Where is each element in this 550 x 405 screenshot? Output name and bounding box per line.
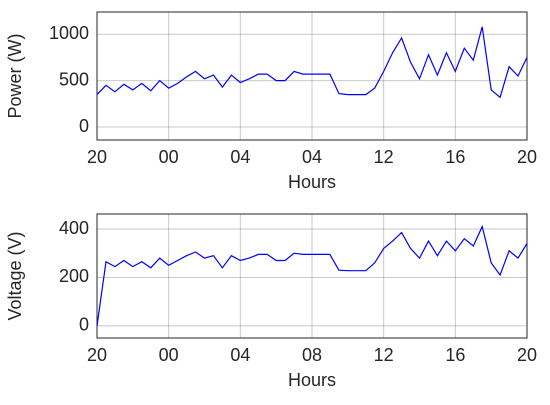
- x-tick-label: 04: [302, 147, 322, 167]
- plot-frame: [96, 11, 528, 141]
- y-tick-label: 500: [59, 69, 89, 89]
- y-tick-label: 400: [59, 218, 89, 238]
- plot-frame: [96, 213, 528, 339]
- x-tick-label: 12: [374, 345, 394, 365]
- plot-area: [97, 12, 527, 140]
- y-tick-label: 0: [79, 315, 89, 335]
- x-tick-label: 20: [517, 345, 537, 365]
- x-tick-label: 00: [159, 147, 179, 167]
- y-tick-label: 200: [59, 266, 89, 286]
- x-tick-label: 12: [374, 147, 394, 167]
- x-tick-label: 20: [87, 345, 107, 365]
- x-tick-label: 16: [445, 345, 465, 365]
- x-tick-label: 16: [445, 147, 465, 167]
- y-axis-label: Voltage (V): [5, 231, 25, 320]
- x-tick-label: 04: [230, 345, 250, 365]
- x-tick-label: 04: [230, 147, 250, 167]
- x-tick-label: 20: [517, 147, 537, 167]
- power-line: [96, 224, 528, 326]
- x-tick-label: 08: [302, 345, 322, 365]
- y-tick-label: 0: [79, 116, 89, 136]
- power-line: [96, 26, 528, 99]
- y-axis-label: Power (W): [5, 34, 25, 119]
- y-tick-label: 1000: [49, 23, 89, 43]
- x-tick-label: 00: [159, 345, 179, 365]
- x-axis-label: Hours: [288, 370, 336, 390]
- x-tick-label: 20: [87, 147, 107, 167]
- x-axis-label: Hours: [288, 172, 336, 192]
- plot-area: [97, 214, 527, 338]
